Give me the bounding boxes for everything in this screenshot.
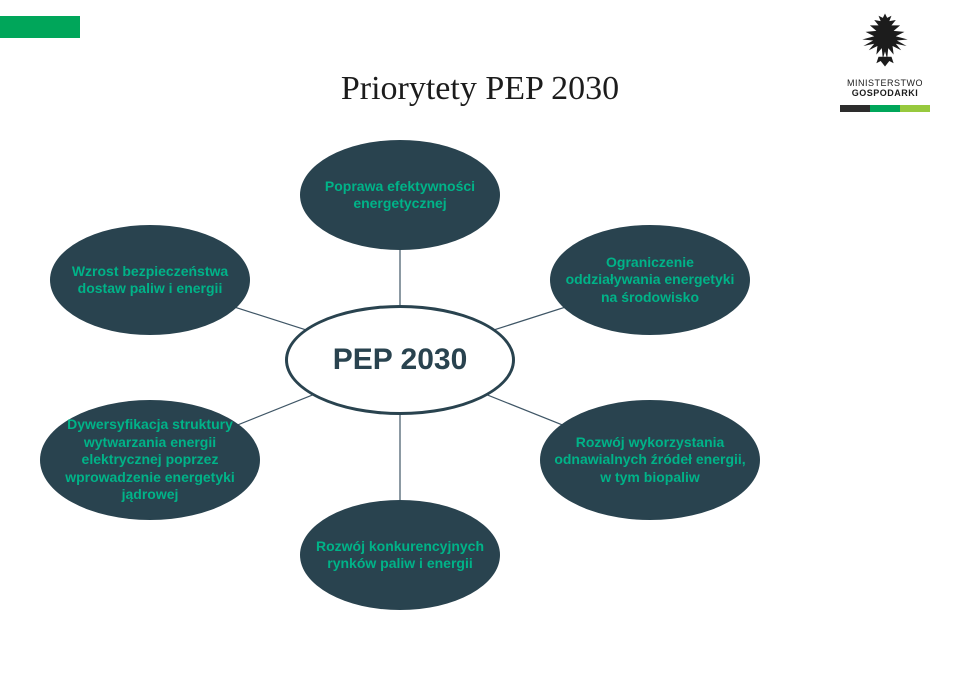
node-right-upper: Ograniczenie oddziaływania energetyki na…: [550, 225, 750, 335]
node-bottom-label: Rozwój konkurencyjnych rynków paliw i en…: [314, 538, 486, 573]
node-left-upper-label: Wzrost bezpieczeństwa dostaw paliw i ene…: [64, 263, 236, 298]
node-top-label: Poprawa efektywności energetycznej: [314, 178, 486, 213]
node-left-lower: Dywersyfikacja struktury wytwarzania ene…: [40, 400, 260, 520]
node-top: Poprawa efektywności energetycznej: [300, 140, 500, 250]
node-right-lower-label: Rozwój wykorzystania odnawialnych źródeł…: [554, 434, 746, 487]
node-right-upper-label: Ograniczenie oddziaływania energetyki na…: [564, 254, 736, 307]
node-bottom: Rozwój konkurencyjnych rynków paliw i en…: [300, 500, 500, 610]
node-left-lower-label: Dywersyfikacja struktury wytwarzania ene…: [54, 416, 246, 504]
center-label: PEP 2030: [333, 341, 468, 379]
node-right-lower: Rozwój wykorzystania odnawialnych źródeł…: [540, 400, 760, 520]
node-left-upper: Wzrost bezpieczeństwa dostaw paliw i ene…: [50, 225, 250, 335]
center-node: PEP 2030: [285, 305, 515, 415]
